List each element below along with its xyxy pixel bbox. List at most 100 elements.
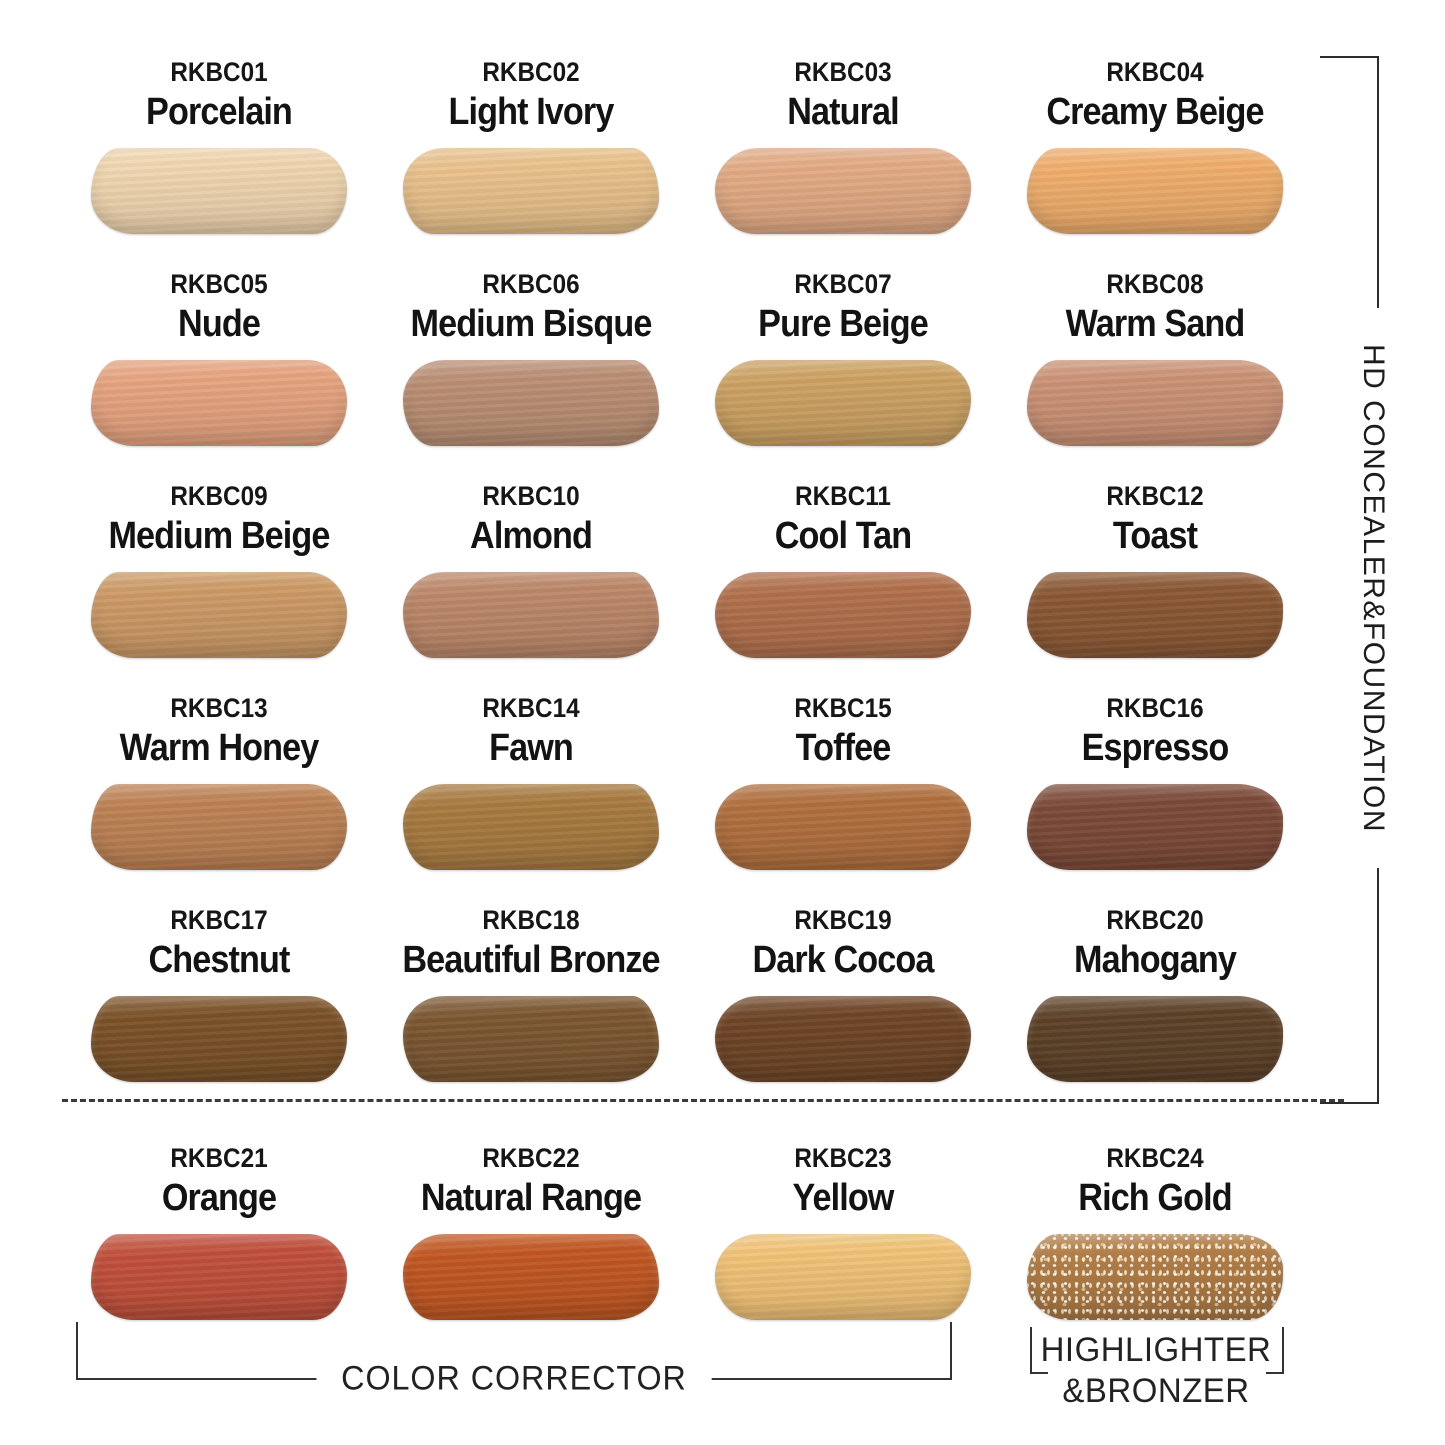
shade-name: Toast <box>1112 514 1198 557</box>
shade-name: Light Ivory <box>448 90 615 133</box>
hd-concealer-foundation-label: HD CONCEALER&FOUNDATION <box>1354 308 1392 868</box>
shade-code: RKBC04 <box>1106 57 1204 87</box>
shade-swatch <box>715 571 971 658</box>
shade-name: Nude <box>178 302 261 345</box>
shade-cell: RKBC22 Natural Range <box>375 1128 687 1340</box>
shade-name: Almond <box>470 514 593 557</box>
foundation-shade-grid: RKBC01 Porcelain RKBC02 Light Ivory RKBC… <box>63 42 1311 1102</box>
shade-code: RKBC14 <box>482 693 580 723</box>
shade-code: RKBC23 <box>794 1143 892 1173</box>
shade-name: Medium Beige <box>108 514 330 557</box>
shade-swatch <box>403 359 659 446</box>
shade-cell: RKBC03 Natural <box>687 42 999 254</box>
shade-cell: RKBC09 Medium Beige <box>63 466 375 678</box>
highlighter-bronzer-label: HIGHLIGHTER &BRONZER <box>1030 1330 1282 1413</box>
shade-name: Natural Range <box>420 1176 642 1219</box>
shade-cell: RKBC10 Almond <box>375 466 687 678</box>
shade-code: RKBC16 <box>1106 693 1204 723</box>
highlighter-bracket-left-tick <box>1030 1327 1048 1374</box>
shade-cell: RKBC04 Creamy Beige <box>999 42 1311 254</box>
shade-name: Creamy Beige <box>1046 90 1264 133</box>
shade-cell: RKBC02 Light Ivory <box>375 42 687 254</box>
shade-cell: RKBC01 Porcelain <box>63 42 375 254</box>
shade-name: Porcelain <box>146 90 293 133</box>
shade-code: RKBC10 <box>482 481 580 511</box>
shade-name: Dark Cocoa <box>752 938 934 981</box>
shade-code: RKBC11 <box>795 481 891 511</box>
shade-swatch <box>403 783 659 870</box>
shade-swatch <box>91 359 347 446</box>
section-divider-dashed-line <box>62 1099 1344 1102</box>
shade-cell: RKBC17 Chestnut <box>63 890 375 1102</box>
shade-code: RKBC17 <box>170 905 268 935</box>
shade-code: RKBC07 <box>794 269 892 299</box>
shade-cell: RKBC12 Toast <box>999 466 1311 678</box>
shade-swatch <box>91 147 347 234</box>
shade-code: RKBC01 <box>170 57 268 87</box>
shade-name: Orange <box>161 1176 277 1219</box>
shade-name: Warm Honey <box>119 726 320 769</box>
shade-name: Pure Beige <box>758 302 929 345</box>
shade-code: RKBC24 <box>1106 1143 1204 1173</box>
shade-name: Medium Bisque <box>410 302 652 345</box>
shade-swatch <box>91 571 347 658</box>
shade-swatch <box>1027 147 1283 234</box>
corrector-shade-grid: RKBC21 Orange RKBC22 Natural Range RKBC2… <box>63 1128 1311 1340</box>
shade-name: Cool Tan <box>774 514 912 557</box>
shade-code: RKBC22 <box>482 1143 580 1173</box>
shade-swatch <box>1027 995 1283 1082</box>
shade-cell: RKBC20 Mahogany <box>999 890 1311 1102</box>
shade-swatch <box>1027 783 1283 870</box>
shade-code: RKBC08 <box>1106 269 1204 299</box>
shade-swatch <box>715 359 971 446</box>
shade-swatch <box>715 995 971 1082</box>
shade-code: RKBC19 <box>794 905 892 935</box>
shade-cell: RKBC24 Rich Gold <box>999 1128 1311 1340</box>
shade-name: Toffee <box>795 726 892 769</box>
shade-code: RKBC05 <box>170 269 268 299</box>
shade-swatch <box>403 1233 659 1320</box>
shade-cell: RKBC06 Medium Bisque <box>375 254 687 466</box>
shade-cell: RKBC15 Toffee <box>687 678 999 890</box>
color-corrector-bracket: COLOR CORRECTOR <box>76 1322 952 1401</box>
shade-cell: RKBC13 Warm Honey <box>63 678 375 890</box>
shade-name: Warm Sand <box>1065 302 1246 345</box>
shade-code: RKBC06 <box>482 269 580 299</box>
shade-code: RKBC12 <box>1106 481 1204 511</box>
shade-swatch <box>403 995 659 1082</box>
shade-name: Fawn <box>489 726 574 769</box>
shade-name: Mahogany <box>1074 938 1237 981</box>
shade-cell: RKBC21 Orange <box>63 1128 375 1340</box>
shade-code: RKBC03 <box>794 57 892 87</box>
shade-cell: RKBC18 Beautiful Bronze <box>375 890 687 1102</box>
shade-swatch <box>91 995 347 1082</box>
highlighter-bracket-right-tick <box>1266 1327 1284 1374</box>
shade-swatch <box>715 147 971 234</box>
shade-cell: RKBC11 Cool Tan <box>687 466 999 678</box>
shade-cell: RKBC16 Espresso <box>999 678 1311 890</box>
shade-name: Natural <box>787 90 899 133</box>
shade-cell: RKBC08 Warm Sand <box>999 254 1311 466</box>
shade-swatch <box>91 1233 347 1320</box>
shade-swatch <box>403 571 659 658</box>
shade-swatch <box>1027 571 1283 658</box>
shade-swatch <box>403 147 659 234</box>
shade-cell: RKBC05 Nude <box>63 254 375 466</box>
shade-swatch <box>715 1233 971 1320</box>
shade-swatch <box>1027 359 1283 446</box>
shade-code: RKBC09 <box>170 481 268 511</box>
color-corrector-label: COLOR CORRECTOR <box>316 1357 712 1401</box>
shade-cell: RKBC14 Fawn <box>375 678 687 890</box>
shade-code: RKBC18 <box>482 905 580 935</box>
shade-name: Chestnut <box>148 938 291 981</box>
shade-code: RKBC02 <box>482 57 580 87</box>
shade-swatch <box>715 783 971 870</box>
shade-name: Beautiful Bronze <box>402 938 660 981</box>
highlighter-label-line1: HIGHLIGHTER <box>1040 1331 1272 1369</box>
shade-name: Rich Gold <box>1078 1176 1232 1219</box>
shade-swatch <box>91 783 347 870</box>
shade-code: RKBC13 <box>170 693 268 723</box>
shade-code: RKBC21 <box>170 1143 268 1173</box>
shade-cell: RKBC19 Dark Cocoa <box>687 890 999 1102</box>
shade-code: RKBC15 <box>794 693 892 723</box>
